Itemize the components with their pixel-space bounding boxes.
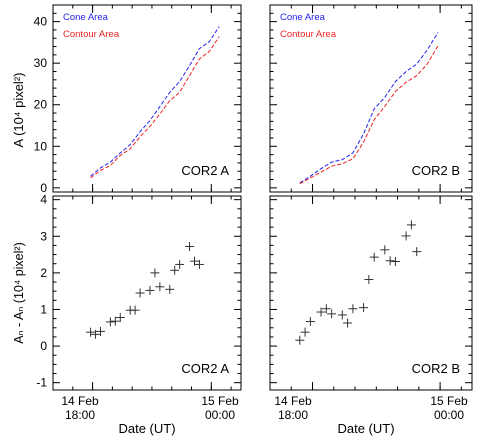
x-tick-label-left-end-day: 15 Feb xyxy=(201,394,239,408)
panel-bottom-left: -1 0 1 2 3 4 COR2 A xyxy=(36,193,242,391)
y-tick-label: 20 xyxy=(34,98,48,112)
data-point xyxy=(401,231,411,241)
data-point xyxy=(194,259,204,269)
data-point xyxy=(175,259,185,269)
y-axis-title-top: A (10⁴ pixel²) xyxy=(11,73,26,148)
y-tick-label: 1 xyxy=(40,302,47,316)
data-point xyxy=(385,256,395,266)
data-point xyxy=(91,329,101,339)
data-point xyxy=(185,242,195,252)
y-tick-label: 4 xyxy=(40,193,47,207)
legend-entry-contour-area: Contour Area xyxy=(280,29,337,40)
x-tick-label-right-start-day: 14 Feb xyxy=(274,394,312,408)
plot-frame xyxy=(269,4,473,193)
data-point xyxy=(295,335,305,345)
series-line-contour-area xyxy=(90,36,220,179)
data-point xyxy=(359,303,369,313)
x-axis-title-right: Date (UT) xyxy=(337,421,394,436)
x-tick-label-right-end-day: 15 Feb xyxy=(430,394,468,408)
panel-label: COR2 B xyxy=(412,163,460,178)
x-tick-label-left-start-day: 14 Feb xyxy=(61,394,99,408)
legend-entry-cone-area: Cone Area xyxy=(63,12,109,23)
x-tick-label-left-start-time: 18:00 xyxy=(65,408,95,422)
data-point xyxy=(155,282,165,292)
plot-frame xyxy=(269,195,473,391)
data-point xyxy=(135,288,145,298)
data-point xyxy=(348,304,358,314)
y-tick-label: 0 xyxy=(40,181,47,195)
y-tick-label: 0 xyxy=(40,339,47,353)
data-point xyxy=(327,309,337,319)
panel-top-right: Cone Area Contour Area COR2 B xyxy=(269,4,473,193)
data-point xyxy=(305,317,315,327)
data-point xyxy=(115,313,125,323)
data-point xyxy=(189,256,199,266)
y-tick-label: 3 xyxy=(40,229,47,243)
x-axis-title-left: Date (UT) xyxy=(118,421,175,436)
panel-label: COR2 A xyxy=(181,361,229,376)
series-line-contour-area xyxy=(299,45,439,185)
data-point xyxy=(95,326,105,336)
series-line-cone-area xyxy=(90,26,220,177)
data-point xyxy=(300,327,310,337)
data-point xyxy=(130,305,140,315)
data-point xyxy=(343,318,353,328)
panel-label: COR2 A xyxy=(181,163,229,178)
plot-frame xyxy=(52,4,242,193)
data-point xyxy=(316,307,326,317)
x-tick-label-right-start-time: 18:00 xyxy=(278,408,308,422)
data-point xyxy=(364,274,374,284)
y-tick-label: -1 xyxy=(36,376,47,390)
data-point xyxy=(165,284,175,294)
data-point xyxy=(321,304,331,314)
data-point xyxy=(337,310,347,320)
x-tick-label-right-end-time: 00:00 xyxy=(434,408,464,422)
data-point xyxy=(110,316,120,326)
legend-entry-contour-area: Contour Area xyxy=(63,29,120,40)
legend-entry-cone-area: Cone Area xyxy=(280,12,326,23)
plot-frame xyxy=(52,195,242,391)
data-point xyxy=(369,252,379,262)
y-tick-label: 30 xyxy=(34,56,48,70)
panel-label: COR2 B xyxy=(412,361,460,376)
data-point xyxy=(105,317,115,327)
x-tick-label-left-end-time: 00:00 xyxy=(205,408,235,422)
y-axis-title-bottom: Aₙ - Aₙ (10⁴ pixel²) xyxy=(12,242,26,343)
y-tick-label: 10 xyxy=(34,139,48,153)
data-point xyxy=(406,220,416,230)
panel-bottom-right: COR2 B xyxy=(269,195,473,391)
y-tick-label: 40 xyxy=(34,15,48,29)
data-point xyxy=(390,257,400,267)
panel-top-left: 0 10 20 30 40 Cone Area Contour Area COR2 A xyxy=(34,4,242,195)
data-point xyxy=(86,327,96,337)
series-line-cone-area xyxy=(299,32,439,184)
data-point xyxy=(170,265,180,275)
y-tick-label: 2 xyxy=(40,266,47,280)
data-point xyxy=(145,285,155,295)
data-point xyxy=(150,268,160,278)
data-point xyxy=(380,245,390,255)
data-point xyxy=(412,247,422,257)
